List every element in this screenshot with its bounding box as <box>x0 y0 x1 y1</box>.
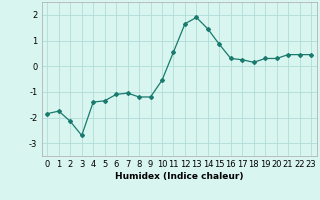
X-axis label: Humidex (Indice chaleur): Humidex (Indice chaleur) <box>115 172 244 181</box>
